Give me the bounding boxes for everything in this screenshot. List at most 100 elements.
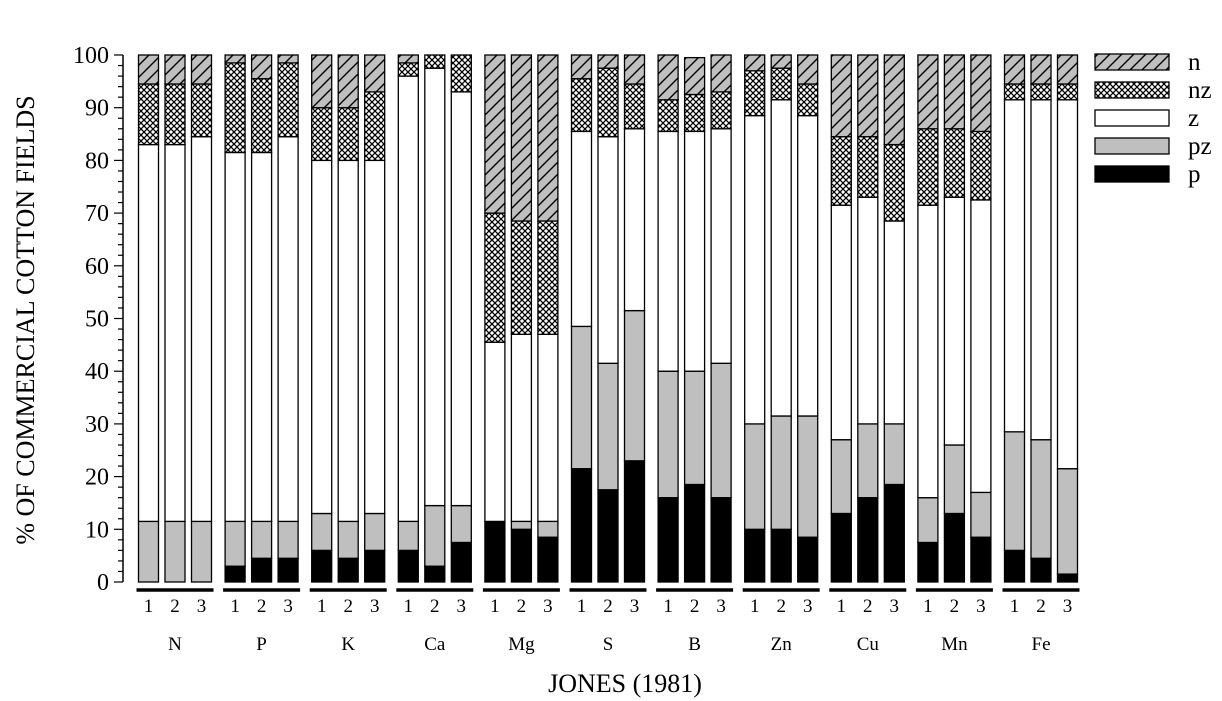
bar-segment-nz-Mg-3 bbox=[537, 220, 559, 335]
legend-label-z: z bbox=[1188, 105, 1199, 132]
bar-segment-n-Mg-3 bbox=[537, 54, 559, 222]
bar-segment-n-Cu-3 bbox=[883, 54, 905, 146]
x-sub-label: 2 bbox=[863, 596, 873, 617]
x-sub-label: 1 bbox=[490, 596, 500, 617]
bar-segment-p-B-2 bbox=[683, 483, 706, 583]
x-group-label-Zn: Zn bbox=[771, 634, 793, 655]
bar-segment-z-S-1 bbox=[570, 130, 593, 328]
x-sub-label: 2 bbox=[603, 596, 613, 617]
x-sub-label: 3 bbox=[457, 596, 467, 617]
bar-segment-nz-Fe-3 bbox=[1056, 83, 1079, 101]
bar-segment-n-Zn-3 bbox=[797, 54, 819, 85]
legend-swatch-pz bbox=[1094, 137, 1170, 155]
bar-segment-p-S-3 bbox=[623, 460, 646, 583]
bar-segment-z-Ca-3 bbox=[450, 91, 472, 507]
bar-segment-p-S-1 bbox=[570, 468, 593, 583]
bar-segment-nz-N-1 bbox=[137, 83, 160, 146]
y-tick-label: 80 bbox=[85, 148, 109, 174]
bar-segment-z-P-3 bbox=[277, 136, 299, 523]
legend-swatch-n bbox=[1094, 53, 1170, 71]
bar-segment-p-Fe-2 bbox=[1030, 557, 1052, 583]
x-sub-label: 1 bbox=[750, 596, 760, 617]
bar-segment-n-N-2 bbox=[164, 54, 186, 85]
bar-segment-nz-P-1 bbox=[224, 62, 246, 154]
bar-segment-n-S-2 bbox=[597, 54, 619, 69]
bar-segment-pz-Mg-3 bbox=[537, 520, 559, 538]
bar-segment-z-S-2 bbox=[597, 136, 619, 364]
x-sub-label: 1 bbox=[837, 596, 847, 617]
bar-segment-p-B-3 bbox=[710, 497, 732, 583]
x-sub-label: 1 bbox=[1010, 596, 1020, 617]
x-sub-label: 2 bbox=[776, 596, 786, 617]
bar-segment-p-Zn-3 bbox=[797, 536, 819, 583]
bar-segment-pz-Ca-2 bbox=[424, 504, 446, 567]
bar-segment-p-Ca-3 bbox=[450, 541, 472, 583]
y-tick-label: 50 bbox=[85, 307, 109, 333]
bar-segment-z-Zn-3 bbox=[797, 114, 819, 417]
y-tick-label: 70 bbox=[85, 201, 109, 227]
bar-segment-p-Mn-3 bbox=[970, 536, 992, 583]
bar-segment-n-Fe-3 bbox=[1056, 54, 1079, 85]
bar-segment-n-Fe-1 bbox=[1003, 54, 1026, 85]
bar-segment-z-Zn-2 bbox=[770, 99, 792, 417]
bar-segment-nz-P-2 bbox=[250, 78, 273, 154]
legend-swatch-p bbox=[1094, 165, 1170, 183]
x-group-label-N: N bbox=[168, 634, 182, 655]
bar-segment-nz-P-3 bbox=[277, 62, 299, 138]
bar-segment-n-S-3 bbox=[623, 54, 646, 85]
bar-segment-pz-S-2 bbox=[597, 362, 619, 491]
bar-segment-nz-B-2 bbox=[683, 93, 706, 133]
bar-segment-z-B-2 bbox=[683, 130, 706, 372]
bar-segment-z-Mn-1 bbox=[917, 204, 939, 499]
bar-segment-pz-K-2 bbox=[337, 520, 359, 559]
y-tick-label: 90 bbox=[85, 96, 109, 122]
bar-segment-n-N-3 bbox=[190, 54, 213, 85]
bar-segment-pz-N-3 bbox=[190, 520, 213, 583]
bar-segment-z-N-3 bbox=[190, 136, 213, 523]
bar-segment-p-Mg-2 bbox=[510, 528, 533, 583]
y-axis-title: % OF COMMERCIAL COTTON FIELDS bbox=[11, 95, 40, 544]
bar-segment-z-Fe-3 bbox=[1056, 99, 1079, 470]
bar-segment-n-Mn-2 bbox=[943, 54, 966, 130]
x-group-label-Fe: Fe bbox=[1032, 634, 1051, 655]
x-group-label-B: B bbox=[688, 634, 701, 655]
y-tick-label: 30 bbox=[85, 412, 109, 438]
bar-segment-p-B-1 bbox=[657, 497, 679, 583]
bar-segment-z-Mg-2 bbox=[510, 333, 533, 523]
x-sub-label: 3 bbox=[716, 596, 726, 617]
bar-segment-z-S-3 bbox=[623, 128, 646, 312]
legend-swatch-nz bbox=[1094, 81, 1170, 99]
bar-segment-n-N-1 bbox=[137, 54, 160, 85]
bar-segment-pz-Mg-2 bbox=[510, 520, 533, 530]
x-sub-label: 2 bbox=[170, 596, 180, 617]
bar-segment-p-P-2 bbox=[250, 557, 273, 583]
x-sub-label: 1 bbox=[144, 596, 154, 617]
bar-segment-pz-P-3 bbox=[277, 520, 299, 559]
bar-segment-pz-K-3 bbox=[364, 512, 386, 552]
bar-segment-p-Zn-2 bbox=[770, 528, 792, 583]
bar-segment-z-P-1 bbox=[224, 151, 246, 523]
bar-segment-z-Ca-2 bbox=[424, 67, 446, 507]
bar-segment-nz-K-3 bbox=[364, 91, 386, 162]
bar-segment-z-Cu-1 bbox=[830, 204, 852, 441]
bar-segment-nz-Ca-3 bbox=[450, 54, 472, 93]
bar-segment-n-K-1 bbox=[311, 54, 333, 109]
bar-segment-n-Zn-1 bbox=[744, 54, 766, 72]
bar-segment-pz-B-1 bbox=[657, 370, 679, 499]
bar-segment-z-Fe-2 bbox=[1030, 99, 1052, 441]
x-sub-label: 3 bbox=[370, 596, 380, 617]
bar-segment-p-K-2 bbox=[337, 557, 359, 583]
x-sub-label: 2 bbox=[690, 596, 700, 617]
bar-segment-p-Cu-2 bbox=[857, 497, 879, 583]
bar-segment-nz-Zn-3 bbox=[797, 83, 819, 117]
bar-segment-nz-Cu-3 bbox=[883, 143, 905, 222]
x-sub-label: 3 bbox=[890, 596, 900, 617]
bar-segment-z-Mg-3 bbox=[537, 333, 559, 523]
bar-segment-z-K-3 bbox=[364, 159, 386, 515]
x-sub-label: 1 bbox=[663, 596, 673, 617]
bar-segment-z-K-2 bbox=[337, 159, 359, 523]
x-sub-label: 3 bbox=[197, 596, 207, 617]
x-sub-label: 2 bbox=[430, 596, 440, 617]
